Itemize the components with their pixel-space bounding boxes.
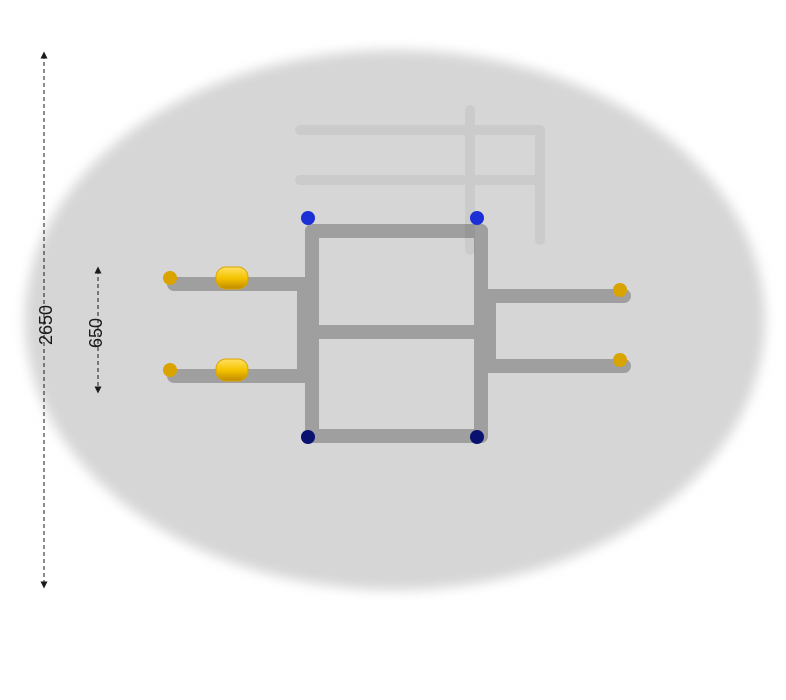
diagram-stage: 2650 650	[0, 0, 786, 700]
equipment-plan-svg	[0, 0, 786, 700]
dimension-inner-label: 650	[86, 318, 107, 348]
dimension-outer-label: 2650	[36, 305, 57, 345]
